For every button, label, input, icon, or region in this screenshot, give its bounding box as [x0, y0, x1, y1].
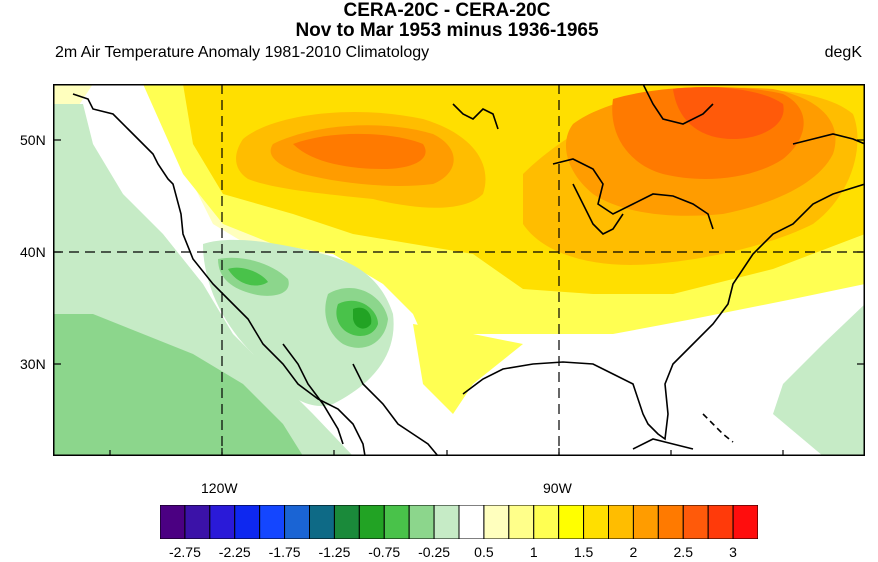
colorbar-swatch [259, 505, 286, 539]
colorbar-swatch [284, 505, 311, 539]
colorbar-swatch [383, 505, 410, 539]
colorbar-label: 0.5 [474, 544, 494, 560]
colorbar-label: 1.5 [573, 544, 594, 560]
colorbar-swatch [333, 505, 360, 539]
map-frame [53, 84, 865, 456]
lon-label-90w: 90W [543, 480, 572, 496]
colorbar-swatch [558, 505, 585, 539]
colorbar-swatch [309, 505, 335, 539]
lon-label-120w: 120W [201, 480, 238, 496]
colorbar-swatch [433, 505, 460, 539]
colorbar-swatch [483, 505, 510, 539]
colorbar [160, 505, 758, 539]
colorbar-label: 2 [629, 544, 638, 560]
lat-label-50n: 50N [20, 132, 46, 148]
variable-label: 2m Air Temperature Anomaly 1981-2010 Cli… [55, 44, 430, 61]
units-label: degK [824, 44, 862, 61]
colorbar-swatch [184, 505, 211, 539]
colorbar-label: -1.25 [318, 544, 351, 560]
colorbar-swatch [533, 505, 560, 539]
colorbar-swatch [209, 505, 236, 539]
colorbar-label: -0.75 [368, 544, 401, 560]
colorbar-label: -2.25 [218, 544, 251, 560]
colorbar-label: -0.25 [418, 544, 451, 560]
colorbar-swatch [160, 505, 186, 539]
contour-fill [53, 84, 865, 456]
colorbar-swatch [458, 505, 485, 539]
colorbar-swatch [508, 505, 535, 539]
colorbar-label: 3 [729, 544, 737, 560]
chart-subtitle: Nov to Mar 1953 minus 1936-1965 [295, 20, 599, 41]
gridlines [53, 84, 865, 456]
colorbar-label: -2.75 [168, 544, 201, 560]
colorbar-swatch [583, 505, 610, 539]
colorbar-label: -1.75 [268, 544, 301, 560]
colorbar-swatch [657, 505, 684, 539]
colorbar-swatch [234, 505, 261, 539]
colorbar-swatch [682, 505, 709, 539]
colorbar-label: 2.5 [673, 544, 693, 560]
colorbar-label: 1 [529, 544, 538, 560]
colorbar-swatch [707, 505, 734, 539]
colorbar-swatch [632, 505, 659, 539]
coastlines [72, 84, 865, 456]
chart-title: CERA-20C - CERA-20C [343, 0, 551, 21]
colorbar-swatch [608, 505, 634, 539]
tick-marks [53, 139, 865, 456]
lat-label-30n: 30N [20, 356, 46, 372]
colorbar-swatch [732, 505, 758, 539]
anomaly-map [53, 84, 865, 456]
colorbar-swatch [358, 505, 385, 539]
colorbar-swatch [408, 505, 435, 539]
lat-label-40n: 40N [20, 244, 46, 260]
